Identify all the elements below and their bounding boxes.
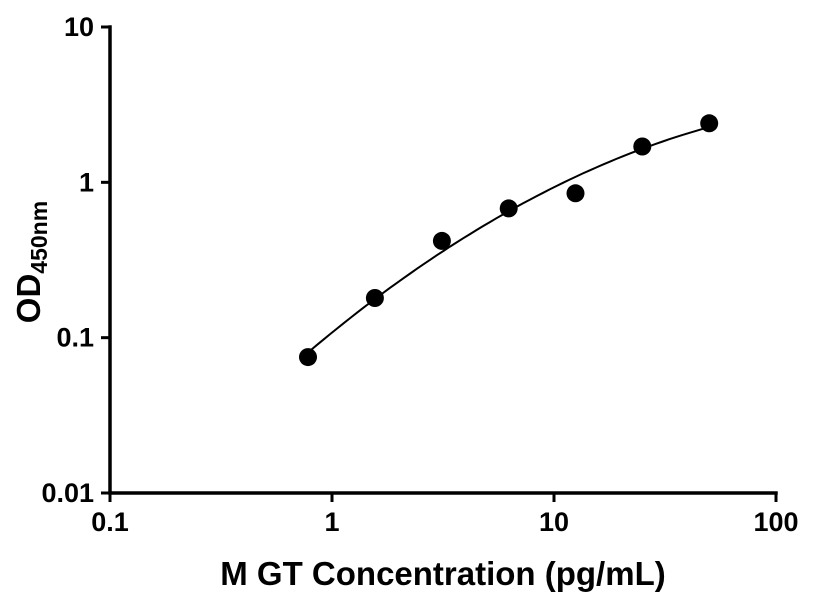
- data-point: [499, 199, 518, 218]
- x-tick-label: 100: [753, 507, 798, 537]
- x-axis-title: M GT Concentration (pg/mL): [220, 555, 665, 592]
- data-point: [700, 114, 719, 133]
- data-point: [299, 348, 317, 367]
- data-point: [633, 137, 652, 156]
- data-point: [365, 289, 384, 307]
- y-axis-title-main: OD: [10, 274, 47, 324]
- axis-spines: [108, 25, 778, 495]
- y-axis-title-subscript: 450nm: [26, 201, 52, 274]
- fit-curve: [309, 126, 710, 352]
- y-tick-label: 10: [64, 12, 94, 42]
- y-tick-label: 0.1: [56, 323, 94, 353]
- x-tick-label: 1: [324, 507, 339, 537]
- y-tick-label: 0.01: [41, 478, 94, 508]
- data-point: [566, 184, 585, 203]
- x-tick-label: 10: [539, 507, 569, 537]
- y-tick-label: 1: [79, 167, 94, 197]
- data-point: [432, 231, 451, 250]
- x-tick-label: 0.1: [91, 507, 129, 537]
- y-axis-title: OD450nm: [10, 201, 52, 323]
